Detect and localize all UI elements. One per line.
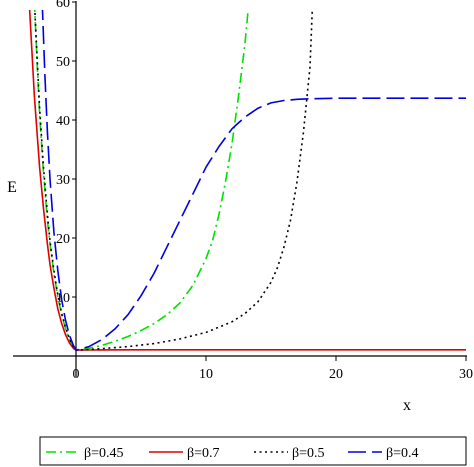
x-tick-label: 20: [329, 367, 343, 382]
y-axis-label: E: [7, 179, 17, 196]
y-tick-label: 20: [56, 232, 70, 247]
series-line-4: [41, 10, 466, 351]
y-tick-label: 40: [56, 114, 70, 129]
y-tick-label: 30: [56, 173, 70, 188]
x-axis-label: x: [403, 397, 411, 414]
legend-label-3: β=0.5: [292, 446, 325, 461]
y-tick-label: 60: [56, 0, 70, 11]
x-tick-label: 10: [199, 367, 213, 382]
y-tick-label: 50: [56, 55, 70, 70]
x-tick-label: 0: [73, 367, 80, 382]
series-layer: [28, 10, 466, 351]
legend-label-1: β=0.45: [84, 446, 124, 461]
x-tick-label: 30: [459, 367, 473, 382]
legend: β=0.45 β=0.7 β=0.5 β=0.4: [39, 436, 467, 466]
legend-label-4: β=0.4: [386, 446, 419, 461]
series-line-2: [28, 10, 466, 351]
legend-label-2: β=0.7: [187, 446, 220, 461]
series-line-3: [33, 10, 314, 351]
legend-box: [39, 436, 467, 466]
